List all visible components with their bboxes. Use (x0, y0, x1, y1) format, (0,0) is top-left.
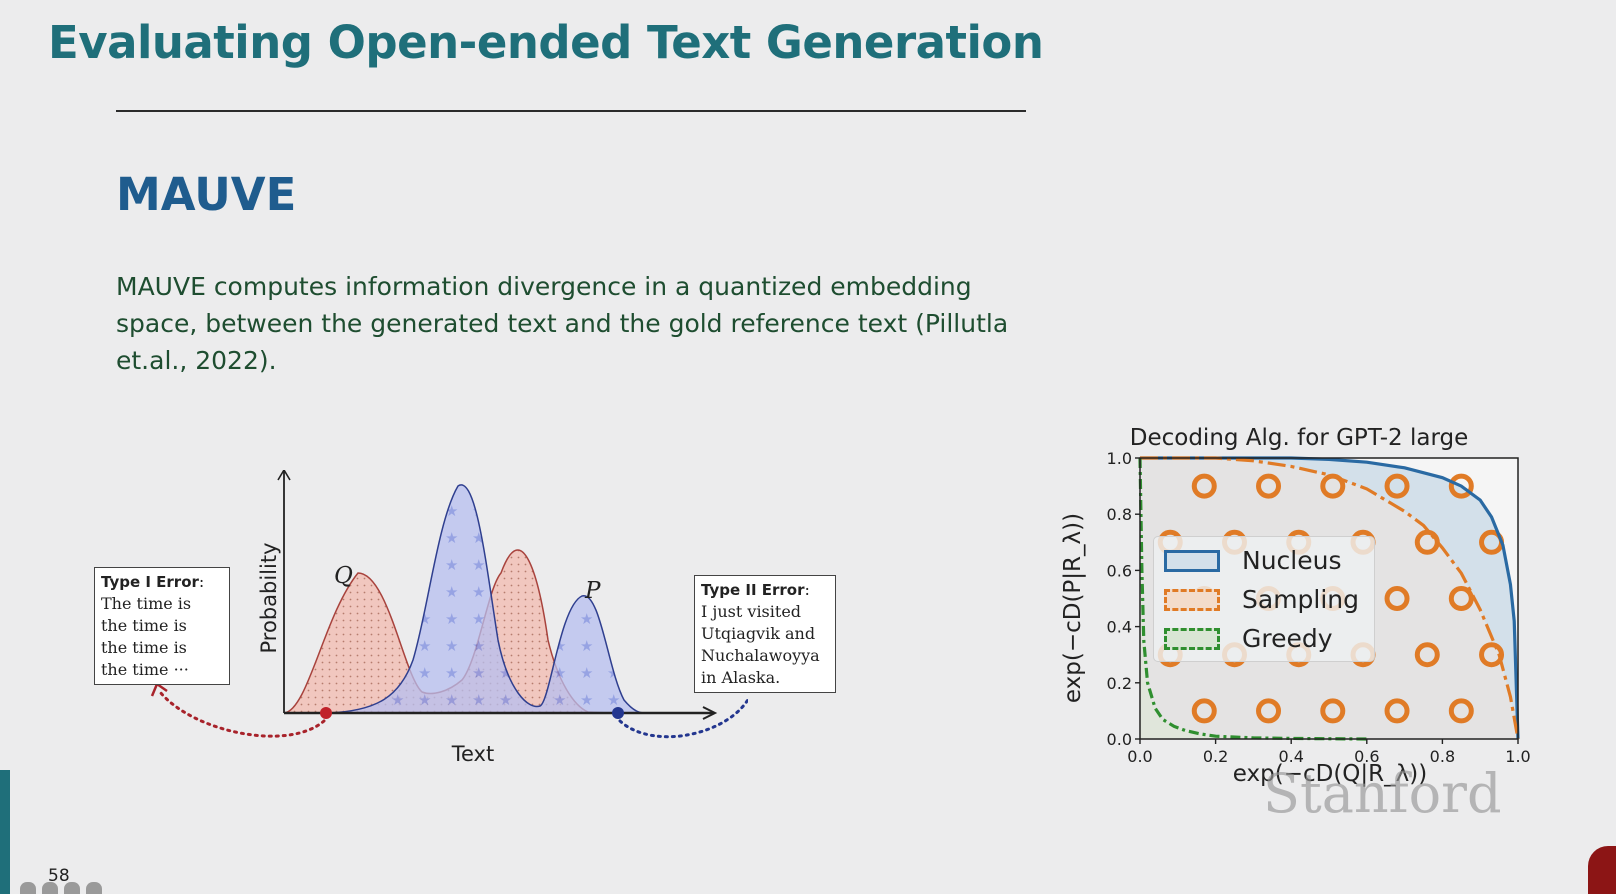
sampling-hatch-marker (1448, 586, 1474, 611)
stanford-seal-icon (1588, 846, 1616, 894)
y-tick-label: 0.8 (1107, 505, 1132, 524)
next-slide-icon[interactable] (86, 882, 102, 894)
x-tick-label: 0.6 (1354, 747, 1379, 766)
type-one-error-arrow (158, 690, 326, 738)
q-label: Q (334, 563, 353, 589)
sampling-hatch-marker (1320, 698, 1346, 724)
body-paragraph: MAUVE computes information divergence in… (116, 272, 1009, 375)
type-one-error-line: the time is (101, 638, 187, 657)
legend-label: Greedy (1242, 624, 1333, 653)
p-label: P (584, 578, 601, 604)
type-two-error-arrow (618, 696, 748, 739)
type-one-error-line: the time ··· (101, 660, 189, 679)
legend-item-greedy: Greedy (1164, 619, 1364, 658)
sampling-swatch (1164, 588, 1220, 611)
sampling-hatch-marker (1256, 698, 1282, 724)
stanford-watermark: Stanford (1263, 762, 1502, 825)
slide-view-icon[interactable] (64, 882, 80, 894)
sampling-hatch-marker (1448, 698, 1474, 724)
type-one-error-heading: Type I Error (101, 573, 199, 591)
type-two-error-heading: Type II Error (701, 581, 805, 599)
x-axis-arrow (702, 706, 718, 720)
section-heading: MAUVE (116, 168, 297, 221)
type-two-error-line: in Alaska. (701, 668, 781, 687)
x-tick-label: 1.0 (1505, 747, 1530, 766)
x-tick-label: 0.2 (1203, 747, 1228, 766)
slide-title: Evaluating Open-ended Text Generation (48, 16, 1044, 69)
type-one-arrowhead (150, 682, 168, 697)
sampling-hatch-marker (1191, 473, 1217, 499)
type-one-error-line: The time is (101, 594, 192, 613)
y-tick-label: 0.4 (1107, 618, 1132, 637)
chart-title: Decoding Alg. for GPT-2 large (1130, 425, 1469, 451)
legend-item-nucleus: Nucleus (1164, 541, 1364, 580)
legend-item-sampling: Sampling (1164, 580, 1364, 619)
greedy-swatch (1164, 627, 1220, 650)
y-tick-label: 0.2 (1107, 674, 1132, 693)
p-error-point (612, 707, 624, 719)
series-line-sampling (1140, 456, 1520, 740)
sampling-hatch-marker (1191, 698, 1217, 724)
slide-number: 58 (48, 866, 70, 886)
y-axis-label: Probability (257, 542, 281, 653)
x-axis-label: exp(−cD(Q|R_λ)) (1233, 761, 1427, 787)
y-tick-label: 1.0 (1107, 449, 1132, 468)
type-two-error-box: Type II Error: I just visited Utqiagvik … (694, 575, 836, 693)
distribution-plot: ★ Probability Text Q P (150, 470, 748, 766)
x-tick-label: 0.4 (1278, 747, 1303, 766)
type-one-error-line: the time is (101, 616, 187, 635)
sampling-hatch-marker (1448, 473, 1474, 499)
p-distribution-curve (327, 484, 647, 714)
x-axis-label: Text (451, 742, 494, 766)
chart-legend: Nucleus Sampling Greedy (1153, 536, 1375, 662)
sampling-hatch-marker (1384, 473, 1410, 499)
slide-menu-icon[interactable] (42, 882, 58, 894)
sampling-hatch-marker (1384, 698, 1410, 724)
distribution-figure: ★ Probability Text Q P (88, 470, 748, 770)
plot-frame (1139, 457, 1519, 740)
y-axis-arrow (277, 470, 291, 481)
left-accent-bar (0, 770, 10, 894)
x-tick-label: 0.0 (1127, 747, 1152, 766)
nucleus-swatch (1164, 549, 1220, 572)
series-line-greedy (1138, 457, 1367, 741)
y-tick-label: 0.0 (1107, 730, 1132, 749)
y-axis-label: exp(−cD(P|R_λ)) (1060, 513, 1086, 703)
prev-slide-icon[interactable] (20, 882, 36, 894)
y-tick-label: 0.6 (1107, 561, 1132, 580)
legend-label: Sampling (1242, 585, 1360, 614)
type-one-error-box: Type I Error: The time is the time is th… (94, 567, 230, 685)
q-error-point (320, 707, 332, 719)
x-tick-label: 0.8 (1430, 747, 1455, 766)
slide-nav-controls[interactable] (20, 882, 102, 894)
sampling-hatch-marker (1414, 642, 1440, 668)
legend-label: Nucleus (1242, 546, 1342, 575)
type-two-error-line: Utqiagvik and (701, 624, 816, 643)
sampling-hatch-marker (1479, 642, 1505, 668)
title-divider (116, 110, 1026, 112)
type-two-error-line: I just visited (701, 602, 802, 621)
sampling-hatch-marker (1384, 586, 1410, 611)
sampling-hatch-marker (1256, 473, 1282, 499)
tick-layer: 0.0 0.2 0.4 0.6 0.8 1.0 0.0 0.2 0.4 0.6 0.8 1.0 (1107, 449, 1531, 766)
type-two-error-line: Nuchalawoyya (701, 646, 820, 665)
